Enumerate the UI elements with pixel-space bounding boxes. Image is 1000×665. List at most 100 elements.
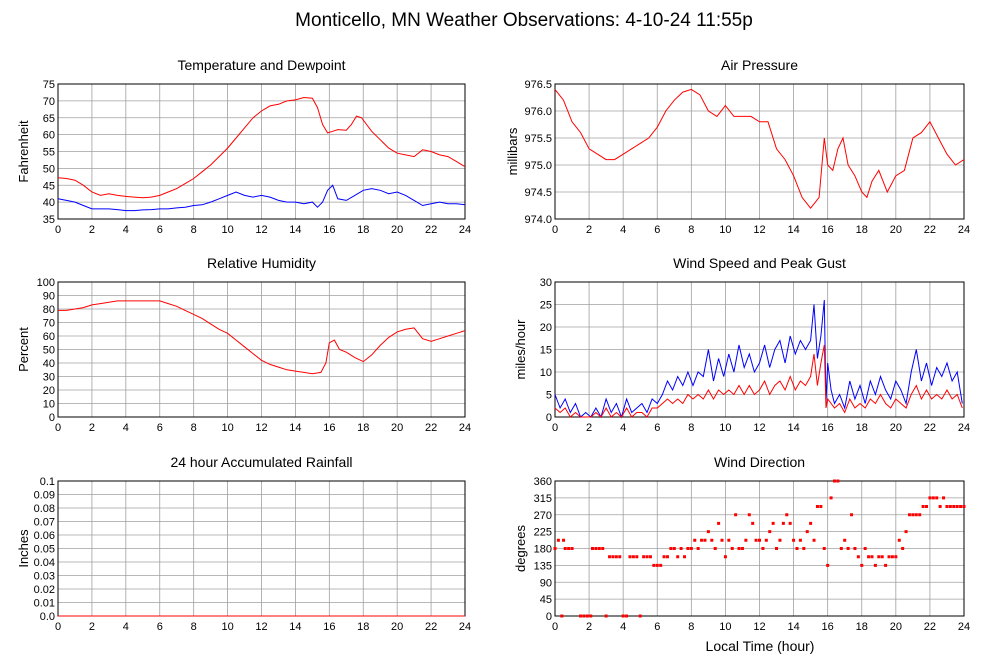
chart-pressure: 0 2 4 6 8 10 12 14 16 18 20 22 24974.0974.5975.0975.… [505,57,970,236]
data-point [877,555,881,559]
data-point [815,505,819,508]
y-tick-label: 80 [43,304,55,316]
y-tick-label: 30 [540,277,552,289]
x-tick-label: 8 [688,621,694,633]
y-tick-label: 0.0 [40,611,55,623]
x-tick-label: 10 [719,621,731,633]
x-tick-label: 2 [89,224,95,236]
data-point [846,547,850,550]
x-tick-label: 10 [221,224,233,236]
x-tick-label: 4 [123,621,129,633]
y-tick-label: 0.06 [34,530,55,542]
data-point [826,563,830,567]
y-tick-label: 976.5 [524,79,552,91]
data-point [601,547,605,550]
chart-direction: 0 2 4 6 8 10 12 14 16 18 20 22 240459013518022527031… [513,454,970,633]
y-axis-label: miles/hour [513,319,528,380]
data-point [781,521,785,525]
data-point [863,547,867,550]
panel-title: 24 hour Accumulated Rainfall [170,454,352,470]
data-point [597,547,601,550]
x-tick-label: 20 [391,224,403,236]
y-tick-label: 90 [540,577,552,589]
data-point [696,547,700,550]
x-tick-label: 2 [586,224,592,236]
data-point [829,496,833,500]
data-point [585,614,589,618]
series-line-1 [554,344,963,418]
y-tick-label: 0.03 [34,571,55,583]
x-tick-label: 22 [924,422,936,434]
data-point [652,563,656,567]
x-tick-label: 22 [924,621,936,633]
x-tick-label: 12 [255,422,267,434]
data-point [611,555,615,559]
data-point [689,547,693,550]
y-tick-label: 50 [43,345,55,357]
x-tick-label: 0 [55,422,61,434]
data-point [631,555,635,559]
y-tick-label: 15 [540,345,552,357]
y-tick-label: 0.01 [34,598,55,610]
series-0 [553,479,966,618]
x-tick-label: 4 [620,621,626,633]
x-tick-label: 8 [191,422,197,434]
x-tick-label: 6 [157,224,163,236]
x-tick-label: 18 [856,422,868,434]
data-point [672,547,676,550]
x-tick-label: 16 [323,224,335,236]
data-point [955,505,959,508]
data-point [751,521,755,525]
y-tick-label: 0.1 [40,476,55,488]
figure-title: Monticello, MN Weather Observations: 4-1… [295,10,753,31]
x-tick-label: 22 [425,224,437,236]
x-tick-label: 10 [719,224,731,236]
x-tick-label: 10 [221,422,233,434]
data-point [758,538,761,542]
data-point [642,555,646,559]
data-point [853,547,857,550]
data-point [648,555,652,559]
y-tick-label: 360 [534,476,552,488]
series-line-0 [57,96,466,199]
data-point [589,614,593,618]
x-tick-label: 16 [323,422,335,434]
x-tick-label: 22 [924,224,936,236]
x-tick-label: 20 [391,422,403,434]
data-point [768,530,772,534]
data-point [703,538,707,542]
x-tick-label: 14 [787,224,799,236]
data-point [567,547,571,550]
data-point [867,555,871,559]
data-point [570,547,574,550]
y-tick-label: 0.04 [34,557,55,569]
x-tick-label: 14 [787,422,799,434]
data-point [700,538,704,542]
x-tick-label: 8 [688,224,694,236]
y-tick-label: 50 [43,163,55,175]
data-point [662,555,666,559]
y-tick-label: 974.0 [524,214,552,226]
panel-title: Wind Direction [714,454,805,470]
data-point [856,555,860,559]
x-tick-label: 12 [753,224,765,236]
x-tick-label: 8 [191,224,197,236]
data-point [579,614,583,618]
y-tick-label: 20 [540,322,552,334]
y-tick-label: 40 [43,358,55,370]
data-point [713,547,717,550]
y-tick-label: 60 [43,331,55,343]
chart-rain: 0 2 4 6 8 10 12 14 16 18 20 22 240.00.010.020.030.04… [16,454,471,633]
data-point [590,547,594,550]
data-point [914,513,918,517]
x-tick-label: 24 [958,621,970,633]
y-tick-label: 100 [37,277,55,289]
data-point [686,547,690,550]
data-point [931,496,935,500]
series-line-0 [554,299,963,419]
data-point [676,555,680,559]
x-tick-label: 16 [323,621,335,633]
data-point [843,538,847,542]
